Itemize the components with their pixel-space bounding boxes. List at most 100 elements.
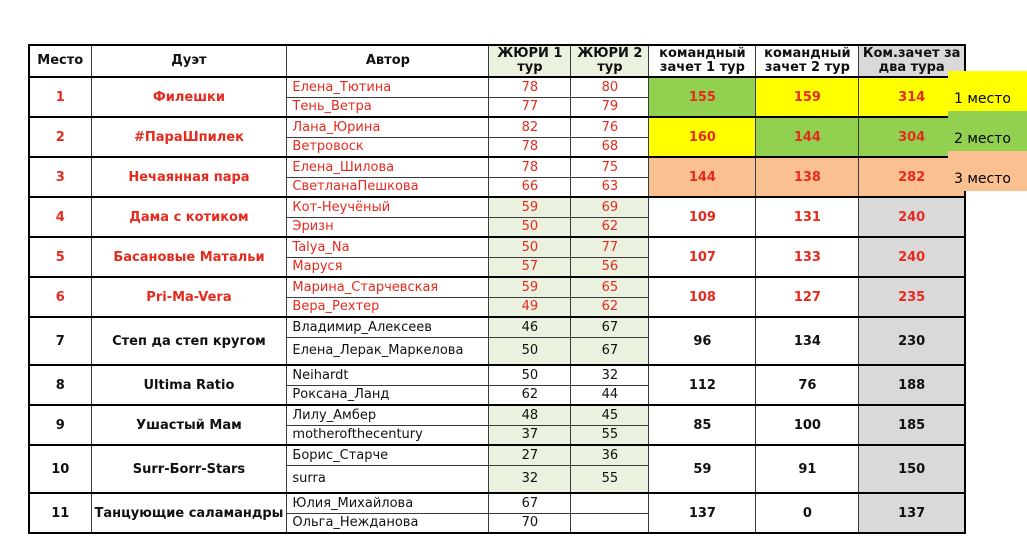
col-header-team2[interactable]: командный зачет 2 тур (755, 44, 860, 79)
author-cell[interactable]: Роксана_Ланд (286, 384, 490, 406)
team2-score-cell[interactable]: 100 (755, 404, 860, 446)
jury2-score-cell[interactable]: 62 (570, 216, 650, 238)
jury2-score-cell[interactable]: 63 (570, 176, 650, 198)
author-cell[interactable]: Эризн (286, 216, 490, 238)
team1-score-cell[interactable]: 59 (648, 444, 757, 494)
place-cell[interactable]: 1 (28, 76, 92, 118)
place-cell[interactable]: 6 (28, 276, 92, 318)
jury1-score-cell[interactable]: 50 (488, 216, 572, 238)
jury2-score-cell[interactable]: 80 (570, 76, 650, 98)
author-cell[interactable]: Лилу_Амбер (286, 404, 490, 426)
jury2-score-cell[interactable]: 32 (570, 364, 650, 386)
col-header-place[interactable]: Место (28, 44, 92, 79)
total-score-cell[interactable]: 230 (858, 316, 966, 366)
team2-score-cell[interactable]: 159 (755, 76, 860, 118)
jury2-score-cell[interactable]: 55 (570, 464, 650, 494)
jury1-score-cell[interactable]: 50 (488, 364, 572, 386)
jury1-score-cell[interactable]: 62 (488, 384, 572, 406)
author-cell[interactable]: Юлия_Михайлова (286, 492, 490, 514)
jury2-score-cell[interactable]: 56 (570, 256, 650, 278)
jury2-score-cell[interactable]: 75 (570, 156, 650, 178)
author-cell[interactable]: Борис_Старче (286, 444, 490, 466)
jury2-score-cell[interactable]: 69 (570, 196, 650, 218)
place-cell[interactable]: 7 (28, 316, 92, 366)
team2-score-cell[interactable]: 0 (755, 492, 860, 534)
author-cell[interactable]: Neihardt (286, 364, 490, 386)
author-cell[interactable]: Ветровоск (286, 136, 490, 158)
author-cell[interactable]: Вера_Рехтер (286, 296, 490, 318)
duet-cell[interactable]: #ПараШпилек (90, 116, 288, 158)
total-score-cell[interactable]: 240 (858, 236, 966, 278)
author-cell[interactable]: СветланаПешкова (286, 176, 490, 198)
jury2-score-cell[interactable] (570, 512, 650, 534)
jury2-score-cell[interactable]: 77 (570, 236, 650, 258)
jury2-score-cell[interactable]: 36 (570, 444, 650, 466)
author-cell[interactable]: Маруся (286, 256, 490, 278)
duet-cell[interactable]: Ушастый Мам (90, 404, 288, 446)
jury2-score-cell[interactable] (570, 492, 650, 514)
author-cell[interactable]: Talya_Na (286, 236, 490, 258)
total-score-cell[interactable]: 240 (858, 196, 966, 238)
team1-score-cell[interactable]: 96 (648, 316, 757, 366)
team1-score-cell[interactable]: 107 (648, 236, 757, 278)
place-cell[interactable]: 8 (28, 364, 92, 406)
total-score-cell[interactable]: 150 (858, 444, 966, 494)
team1-score-cell[interactable]: 144 (648, 156, 757, 198)
col-header-team1[interactable]: командный зачет 1 тур (648, 44, 757, 79)
jury2-score-cell[interactable]: 62 (570, 296, 650, 318)
team1-score-cell[interactable]: 108 (648, 276, 757, 318)
team1-score-cell[interactable]: 112 (648, 364, 757, 406)
jury1-score-cell[interactable]: 32 (488, 464, 572, 494)
jury1-score-cell[interactable]: 59 (488, 196, 572, 218)
team1-score-cell[interactable]: 160 (648, 116, 757, 158)
author-cell[interactable]: Владимир_Алексеев (286, 316, 490, 338)
team2-score-cell[interactable]: 131 (755, 196, 860, 238)
legend-third-place[interactable]: 3 место (948, 151, 1027, 191)
col-header-jury2[interactable]: ЖЮРИ 2 тур (570, 44, 650, 79)
author-cell[interactable]: surra (286, 464, 490, 494)
total-score-cell[interactable]: 137 (858, 492, 966, 534)
duet-cell[interactable]: Ultima Ratio (90, 364, 288, 406)
author-cell[interactable]: Елена_Лерак_Маркелова (286, 336, 490, 366)
jury1-score-cell[interactable]: 70 (488, 512, 572, 534)
total-score-cell[interactable]: 235 (858, 276, 966, 318)
jury1-score-cell[interactable]: 37 (488, 424, 572, 446)
col-header-author[interactable]: Автор (286, 44, 490, 79)
jury1-score-cell[interactable]: 66 (488, 176, 572, 198)
jury2-score-cell[interactable]: 68 (570, 136, 650, 158)
jury1-score-cell[interactable]: 49 (488, 296, 572, 318)
duet-cell[interactable]: Степ да степ кругом (90, 316, 288, 366)
jury1-score-cell[interactable]: 48 (488, 404, 572, 426)
team2-score-cell[interactable]: 133 (755, 236, 860, 278)
jury2-score-cell[interactable]: 79 (570, 96, 650, 118)
duet-cell[interactable]: Surr-Боrr-Stars (90, 444, 288, 494)
jury2-score-cell[interactable]: 76 (570, 116, 650, 138)
author-cell[interactable]: motherofthecentury (286, 424, 490, 446)
team2-score-cell[interactable]: 76 (755, 364, 860, 406)
jury2-score-cell[interactable]: 65 (570, 276, 650, 298)
jury1-score-cell[interactable]: 27 (488, 444, 572, 466)
place-cell[interactable]: 2 (28, 116, 92, 158)
team2-score-cell[interactable]: 91 (755, 444, 860, 494)
jury2-score-cell[interactable]: 55 (570, 424, 650, 446)
jury2-score-cell[interactable]: 44 (570, 384, 650, 406)
jury1-score-cell[interactable]: 78 (488, 76, 572, 98)
place-cell[interactable]: 5 (28, 236, 92, 278)
jury2-score-cell[interactable]: 67 (570, 336, 650, 366)
place-cell[interactable]: 4 (28, 196, 92, 238)
duet-cell[interactable]: Басановые Матальи (90, 236, 288, 278)
place-cell[interactable]: 3 (28, 156, 92, 198)
duet-cell[interactable]: Танцующие саламандры (90, 492, 288, 534)
jury1-score-cell[interactable]: 78 (488, 156, 572, 178)
jury2-score-cell[interactable]: 45 (570, 404, 650, 426)
jury1-score-cell[interactable]: 78 (488, 136, 572, 158)
author-cell[interactable]: Ольга_Нежданова (286, 512, 490, 534)
jury1-score-cell[interactable]: 46 (488, 316, 572, 338)
jury1-score-cell[interactable]: 59 (488, 276, 572, 298)
total-score-cell[interactable]: 314 (858, 76, 966, 118)
total-score-cell[interactable]: 282 (858, 156, 966, 198)
team1-score-cell[interactable]: 137 (648, 492, 757, 534)
jury1-score-cell[interactable]: 77 (488, 96, 572, 118)
author-cell[interactable]: Елена_Тютина (286, 76, 490, 98)
jury2-score-cell[interactable]: 67 (570, 316, 650, 338)
